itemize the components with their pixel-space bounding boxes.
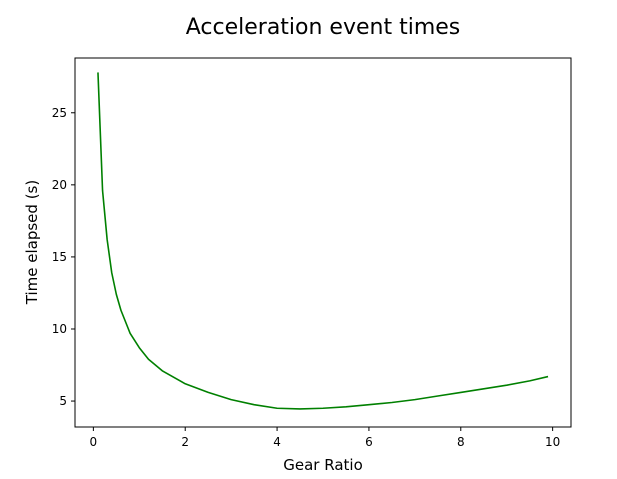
chart-title: Acceleration event times <box>186 15 461 40</box>
y-tick-label: 5 <box>59 394 67 408</box>
x-axis-label: Gear Ratio <box>283 456 363 474</box>
series-line-0 <box>97 72 549 410</box>
x-tick-label: 0 <box>90 435 98 449</box>
y-tick-label: 25 <box>52 106 67 120</box>
y-axis-label: Time elapsed (s) <box>23 180 41 305</box>
plot-area <box>74 57 572 428</box>
y-axis: 5 10 15 20 25 <box>52 106 75 408</box>
series-layer <box>97 72 549 410</box>
x-tick-label: 6 <box>365 435 373 449</box>
y-tick-label: 15 <box>52 250 67 264</box>
x-tick-label: 8 <box>457 435 465 449</box>
x-tick-label: 4 <box>273 435 281 449</box>
y-tick-label: 10 <box>52 322 67 336</box>
x-tick-label: 10 <box>545 435 560 449</box>
y-tick-label: 20 <box>52 178 67 192</box>
x-tick-label: 2 <box>181 435 189 449</box>
x-axis: 0 2 4 6 8 10 <box>90 427 560 449</box>
